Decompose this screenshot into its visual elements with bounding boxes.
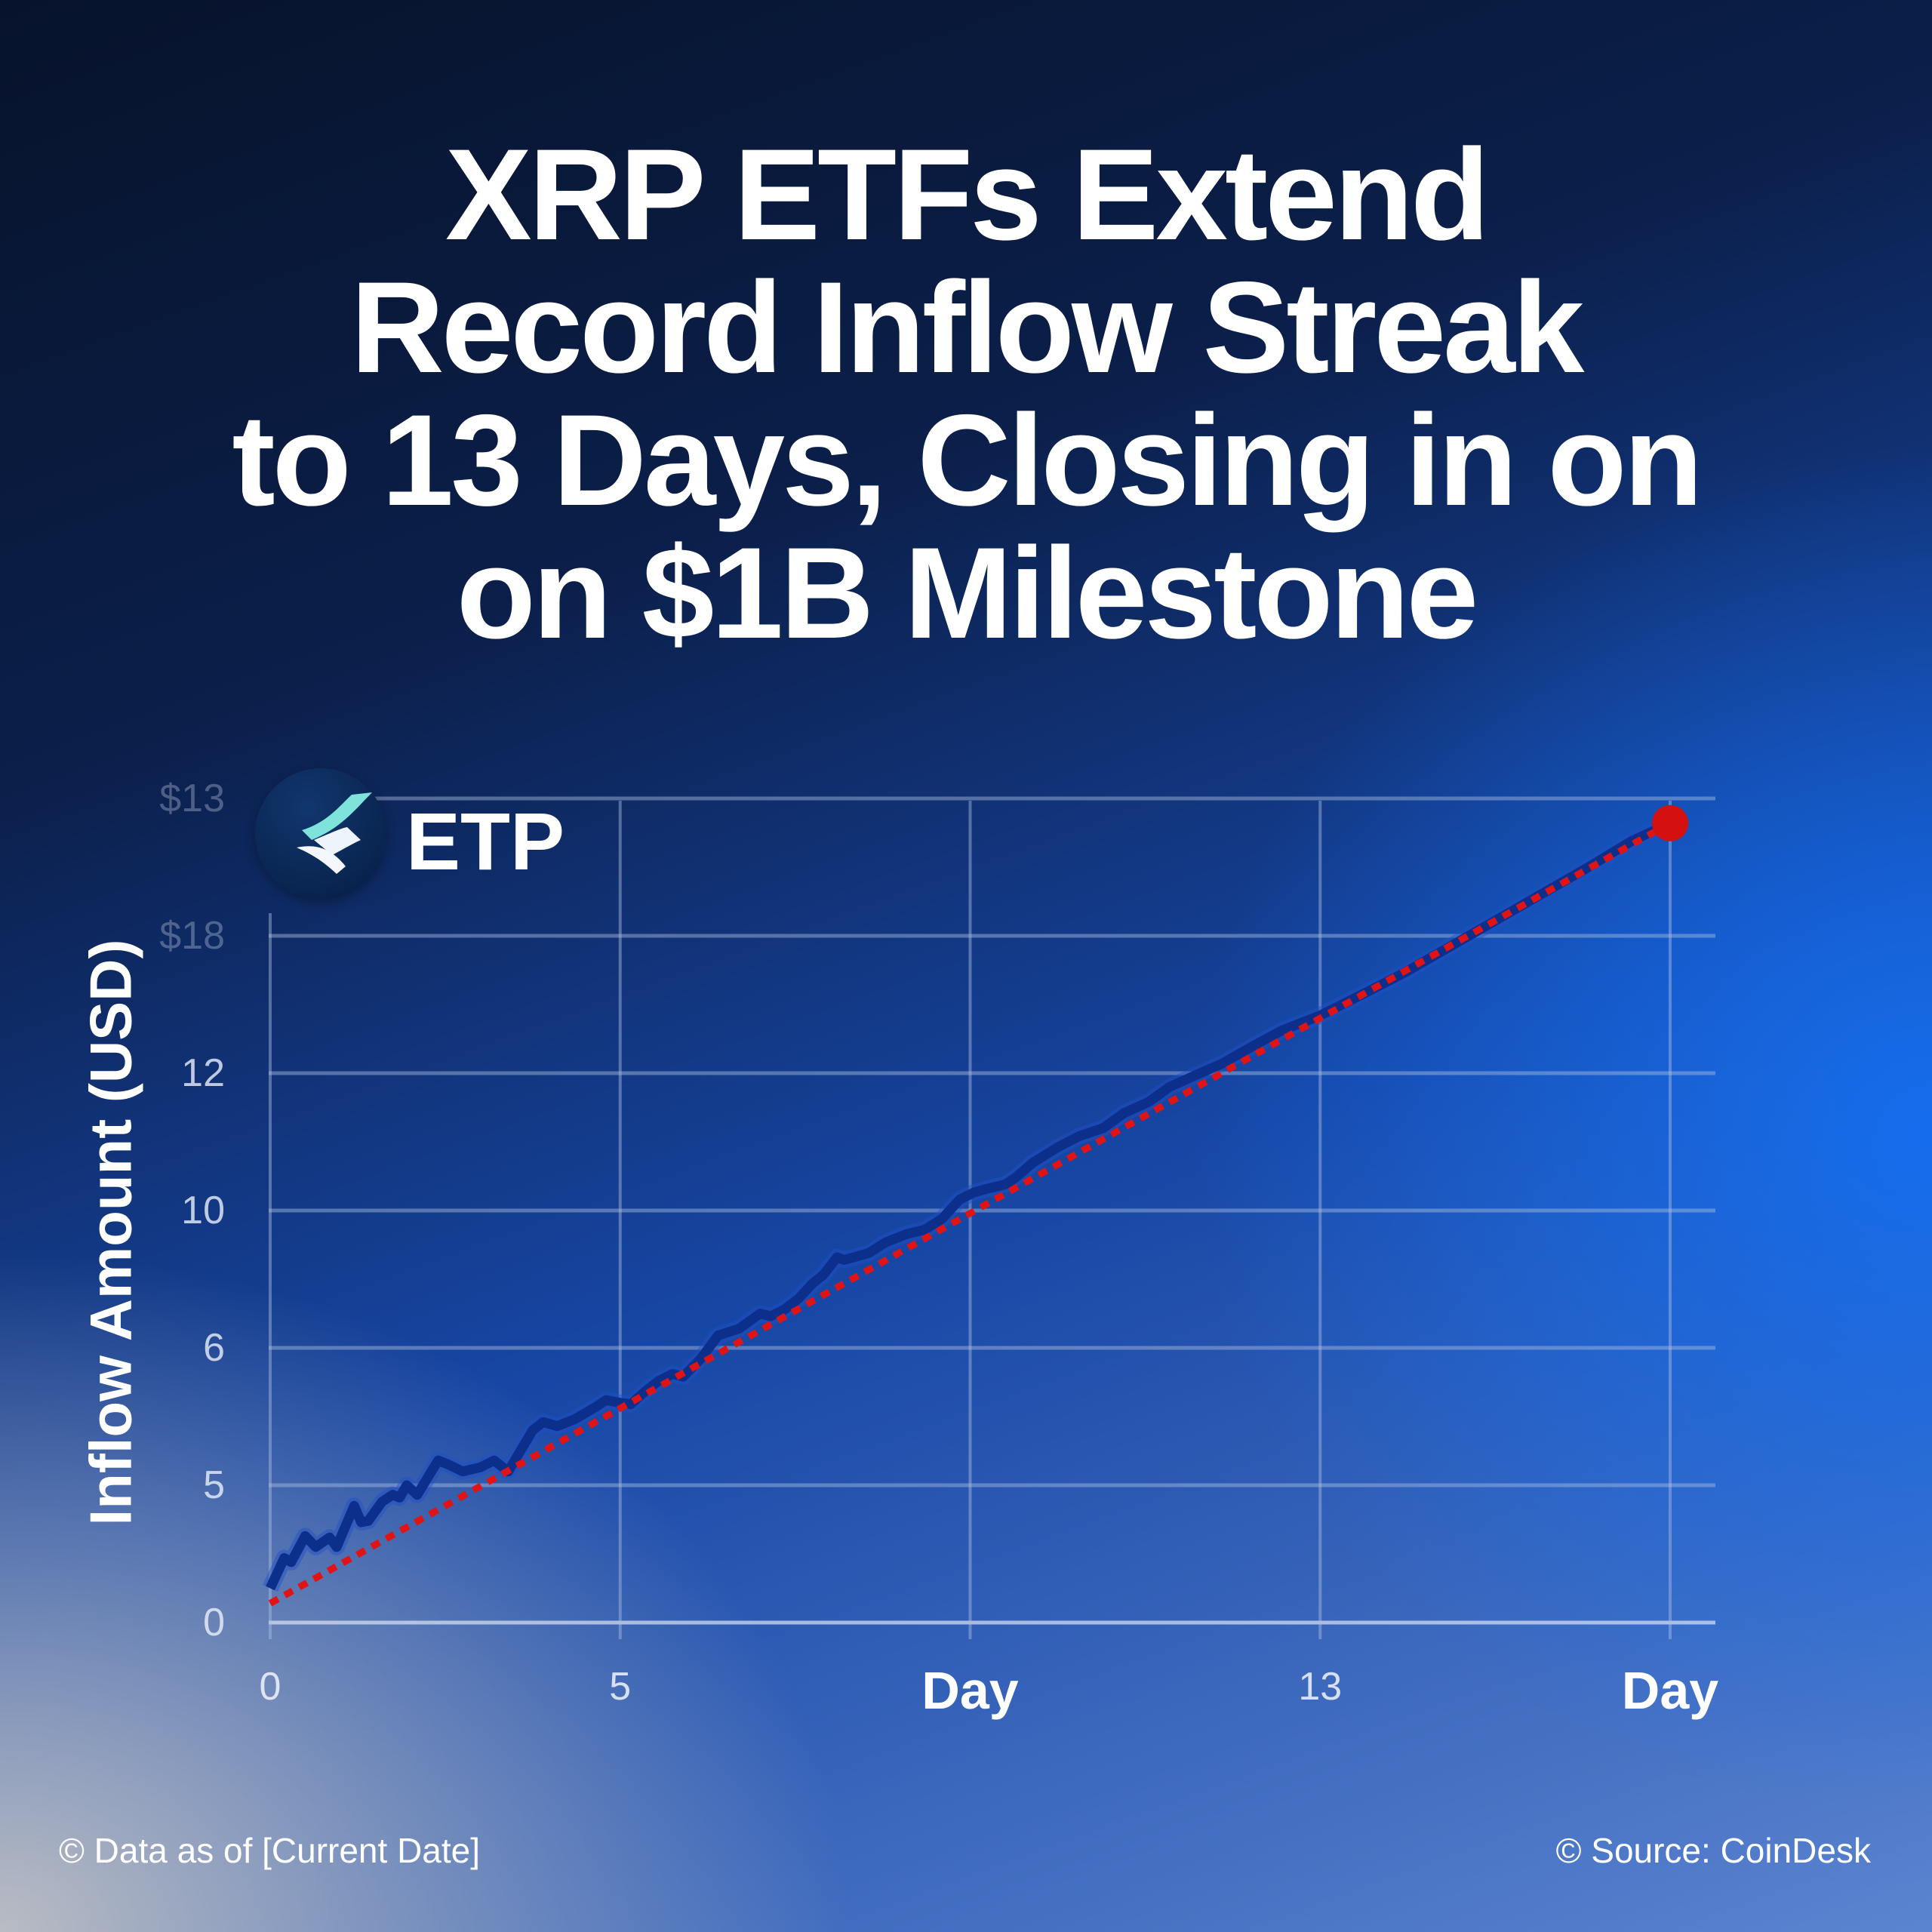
- x-tick-label: 13: [1298, 1665, 1343, 1709]
- x-tick-label: 5: [609, 1665, 632, 1709]
- brand-label: ETP: [406, 795, 565, 887]
- x-tick-label: 0: [259, 1665, 281, 1709]
- endpoint-marker: [1652, 804, 1688, 841]
- headline: XRP ETFs Extend Record Inflow Streak to …: [0, 128, 1932, 660]
- headline-line: Record Inflow Streak: [350, 255, 1585, 400]
- y-tick-label: 5: [203, 1463, 225, 1507]
- source-note: © Source: CoinDesk: [1555, 1831, 1871, 1870]
- x-tick-label: Day: [921, 1661, 1019, 1720]
- y-tick-label: $13: [159, 777, 225, 820]
- data-date-note: © Data as of [Current Date]: [59, 1831, 481, 1870]
- y-tick-label: 0: [203, 1601, 225, 1644]
- headline-line: XRP ETFs Extend: [445, 122, 1490, 267]
- inflow-line: [266, 818, 1672, 1591]
- etp-logo-icon: [255, 768, 386, 900]
- trend-line: [268, 820, 1672, 1607]
- y-axis-title: Inflow Amount (USD): [77, 939, 144, 1526]
- y-tick-label: 6: [203, 1326, 225, 1370]
- y-tick-label: $18: [159, 914, 225, 958]
- headline-line: to 13 Days, Closing in on: [232, 388, 1703, 533]
- y-tick-label: 10: [181, 1189, 225, 1232]
- x-tick-label: Day: [1621, 1661, 1719, 1720]
- headline-line: on $1B Milestone: [456, 521, 1478, 666]
- grid: [269, 796, 1715, 1639]
- y-tick-label: 12: [181, 1051, 225, 1095]
